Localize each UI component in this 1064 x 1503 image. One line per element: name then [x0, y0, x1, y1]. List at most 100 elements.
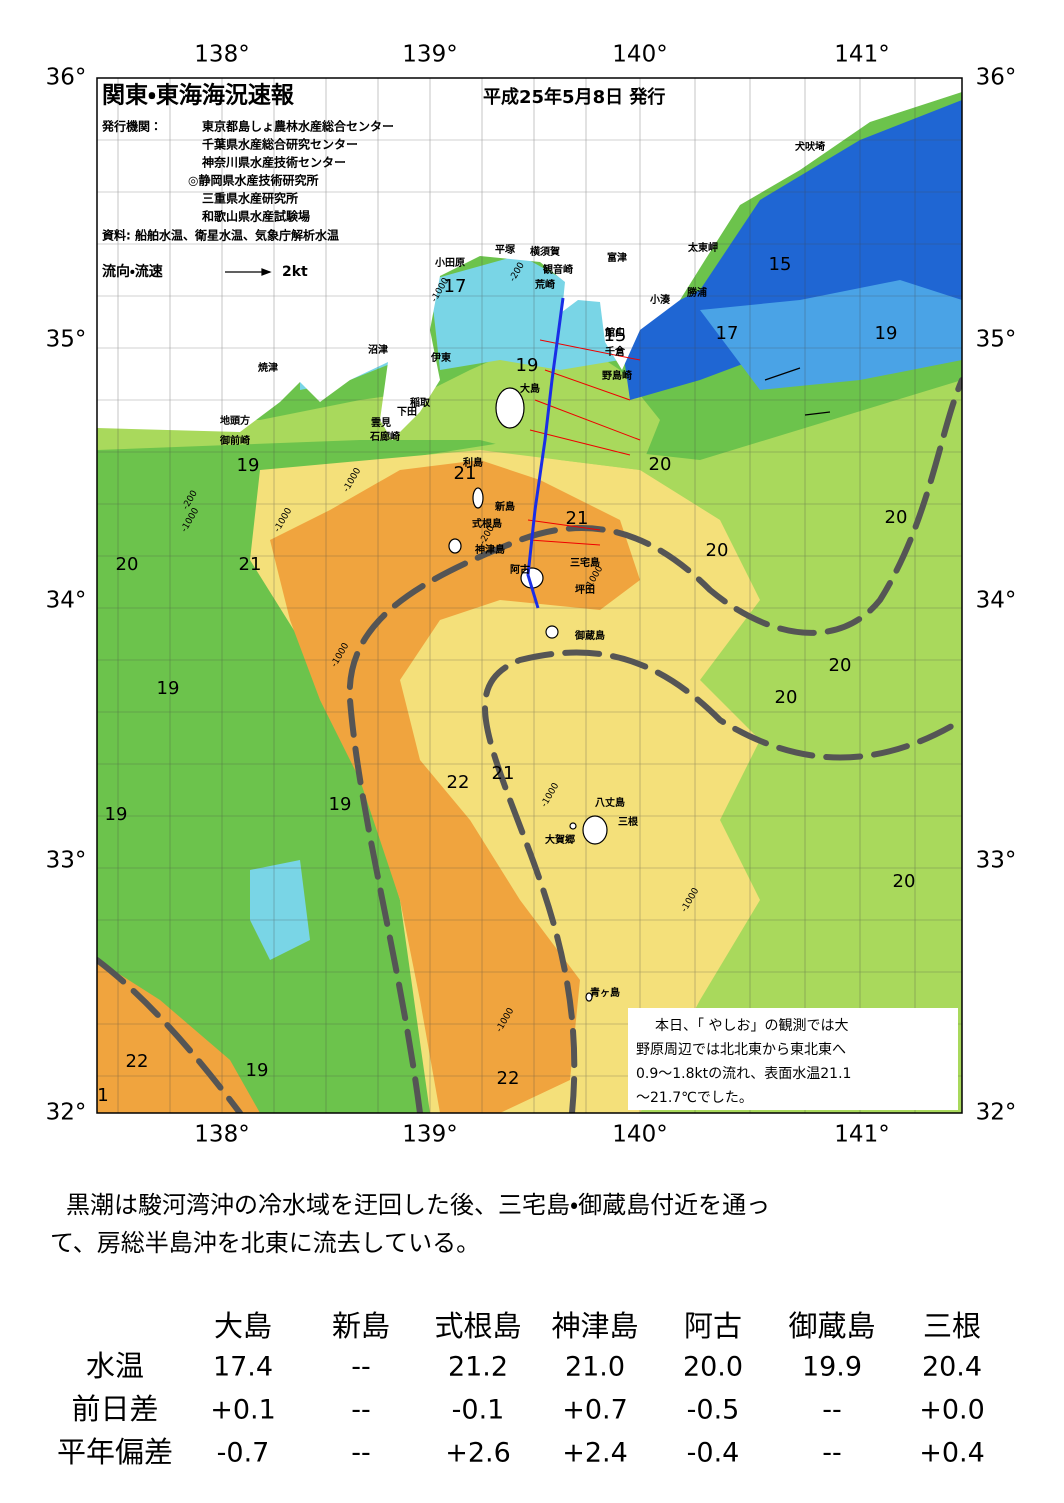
table-cell: 20.0	[683, 1352, 743, 1383]
place-name: 小湊	[649, 293, 671, 306]
latitude-label: 33°	[976, 848, 1017, 874]
place-name: 大賀郷	[545, 833, 575, 846]
map-background	[97, 78, 962, 1113]
column-header: 神津島	[551, 1309, 638, 1343]
longitude-label: 139°	[402, 42, 457, 68]
place-name: 式根島	[472, 517, 502, 530]
place-name: 雲見	[371, 417, 391, 429]
place-name: 御蔵島	[574, 629, 605, 642]
place-name: 荒崎	[534, 278, 555, 291]
contour-label: 19	[157, 678, 180, 699]
place-name: 阿古	[510, 563, 530, 576]
issuer: 和歌山県水産試験場	[201, 209, 310, 224]
note-line: 本日、「 やしお」の観測では大	[655, 1018, 848, 1034]
table-cell: -0.7	[217, 1438, 270, 1469]
contour-label: 21	[566, 508, 589, 529]
table-cell: -0.1	[452, 1395, 505, 1426]
place-name: 三宅島	[570, 556, 600, 569]
table-cell: 21.0	[565, 1352, 625, 1383]
map-title: 関東・東海海況速報	[102, 82, 295, 109]
latitude-label: 35°	[46, 327, 87, 353]
contour-label: 20	[649, 454, 672, 475]
row-label: 水温	[86, 1349, 144, 1383]
place-name: 坪田	[575, 583, 595, 596]
contour-label: 15	[769, 254, 792, 275]
contour-label: 15	[604, 325, 627, 346]
issuer-label: 発行機関：	[101, 119, 162, 134]
contour-label: 19	[516, 355, 539, 376]
column-header: 新島	[332, 1309, 390, 1343]
contour-label: 22	[497, 1068, 520, 1089]
issue-date: 平成25年5月8日 発行	[483, 86, 665, 108]
longitude-label: 141°	[834, 1122, 889, 1148]
place-name: 稲取	[410, 396, 431, 409]
table-cell: 21.2	[448, 1352, 508, 1383]
contour-label: 22	[126, 1051, 149, 1072]
contour-label: 20	[829, 655, 852, 676]
table-cell: +0.0	[919, 1395, 985, 1426]
table-cell: --	[351, 1438, 371, 1469]
contour-label: 22	[447, 772, 470, 793]
summary-line: て、房総半島沖を北東に流去している。	[50, 1229, 480, 1257]
legend-label: 流向・流速	[102, 263, 163, 280]
place-name: 新島	[494, 500, 515, 513]
issuer: 千葉県水産総合研究センター	[202, 137, 358, 152]
table-cell: --	[351, 1352, 371, 1383]
place-name: 青ヶ島	[590, 986, 620, 999]
column-header: 三根	[923, 1309, 981, 1343]
issuer: 神奈川県水産技術センター	[201, 155, 346, 170]
column-header: 阿古	[684, 1309, 742, 1343]
note-line: 0.9～1.8ktの流れ、表面水温21.1	[636, 1066, 851, 1082]
contour-label: 20	[116, 554, 139, 575]
note-line: 野原周辺では北北東から東北東へ	[636, 1042, 846, 1058]
map-frame	[96, 77, 963, 1114]
issuer: 三重県水産研究所	[202, 191, 298, 206]
contour-label: 21	[492, 763, 515, 784]
place-name: 下田	[397, 406, 417, 418]
table-cell: --	[351, 1395, 371, 1426]
contour-label: 20	[775, 687, 798, 708]
latitude-label: 34°	[46, 588, 87, 614]
place-name: 御前崎	[219, 434, 250, 447]
contour-label: 21	[239, 554, 262, 575]
latitude-label: 35°	[976, 327, 1017, 353]
table-cell: 17.4	[213, 1352, 273, 1383]
table-cell: 19.9	[802, 1352, 862, 1383]
place-name: 三根	[618, 815, 639, 828]
place-name: 八丈島	[595, 796, 625, 809]
table-cell: --	[822, 1395, 842, 1426]
place-name: 富津	[607, 251, 627, 264]
place-name: 沼津	[368, 343, 388, 356]
contour-label: 19	[105, 804, 128, 825]
contour-label: 19	[329, 794, 352, 815]
legend-speed: 2kt	[282, 264, 308, 280]
longitude-label: 140°	[612, 1122, 667, 1148]
latitude-label: 36°	[976, 65, 1017, 91]
longitude-label: 141°	[834, 42, 889, 68]
place-name: 神津島	[474, 543, 505, 556]
place-name: 千倉	[605, 345, 626, 358]
latitude-label: 34°	[976, 588, 1017, 614]
contour-label: 20	[885, 507, 908, 528]
data-source: 資料: 船舶水温、衛星水温、気象庁解析水温	[102, 228, 339, 243]
latitude-label: 36°	[46, 65, 87, 91]
contour-label: 19	[246, 1060, 269, 1081]
place-name: 野島崎	[602, 369, 632, 382]
place-name: 横須賀	[530, 245, 560, 258]
table-cell: 20.4	[922, 1352, 982, 1383]
table-cell: -0.4	[687, 1438, 740, 1469]
place-name: 観音崎	[543, 263, 573, 276]
column-header: 御蔵島	[788, 1309, 875, 1343]
table-cell: +0.4	[919, 1438, 985, 1469]
contour-label: 17	[444, 276, 467, 297]
table-cell: +2.6	[445, 1438, 511, 1469]
table-cell: +0.1	[210, 1395, 276, 1426]
place-name: 地頭方	[220, 414, 250, 427]
note-line: ～21.7℃でした。	[636, 1090, 753, 1106]
latitude-label: 32°	[976, 1100, 1017, 1126]
table-cell: --	[822, 1438, 842, 1469]
place-name: 小田原	[434, 256, 465, 269]
contour-label: 17	[716, 323, 739, 344]
row-label: 平年偏差	[57, 1435, 173, 1469]
